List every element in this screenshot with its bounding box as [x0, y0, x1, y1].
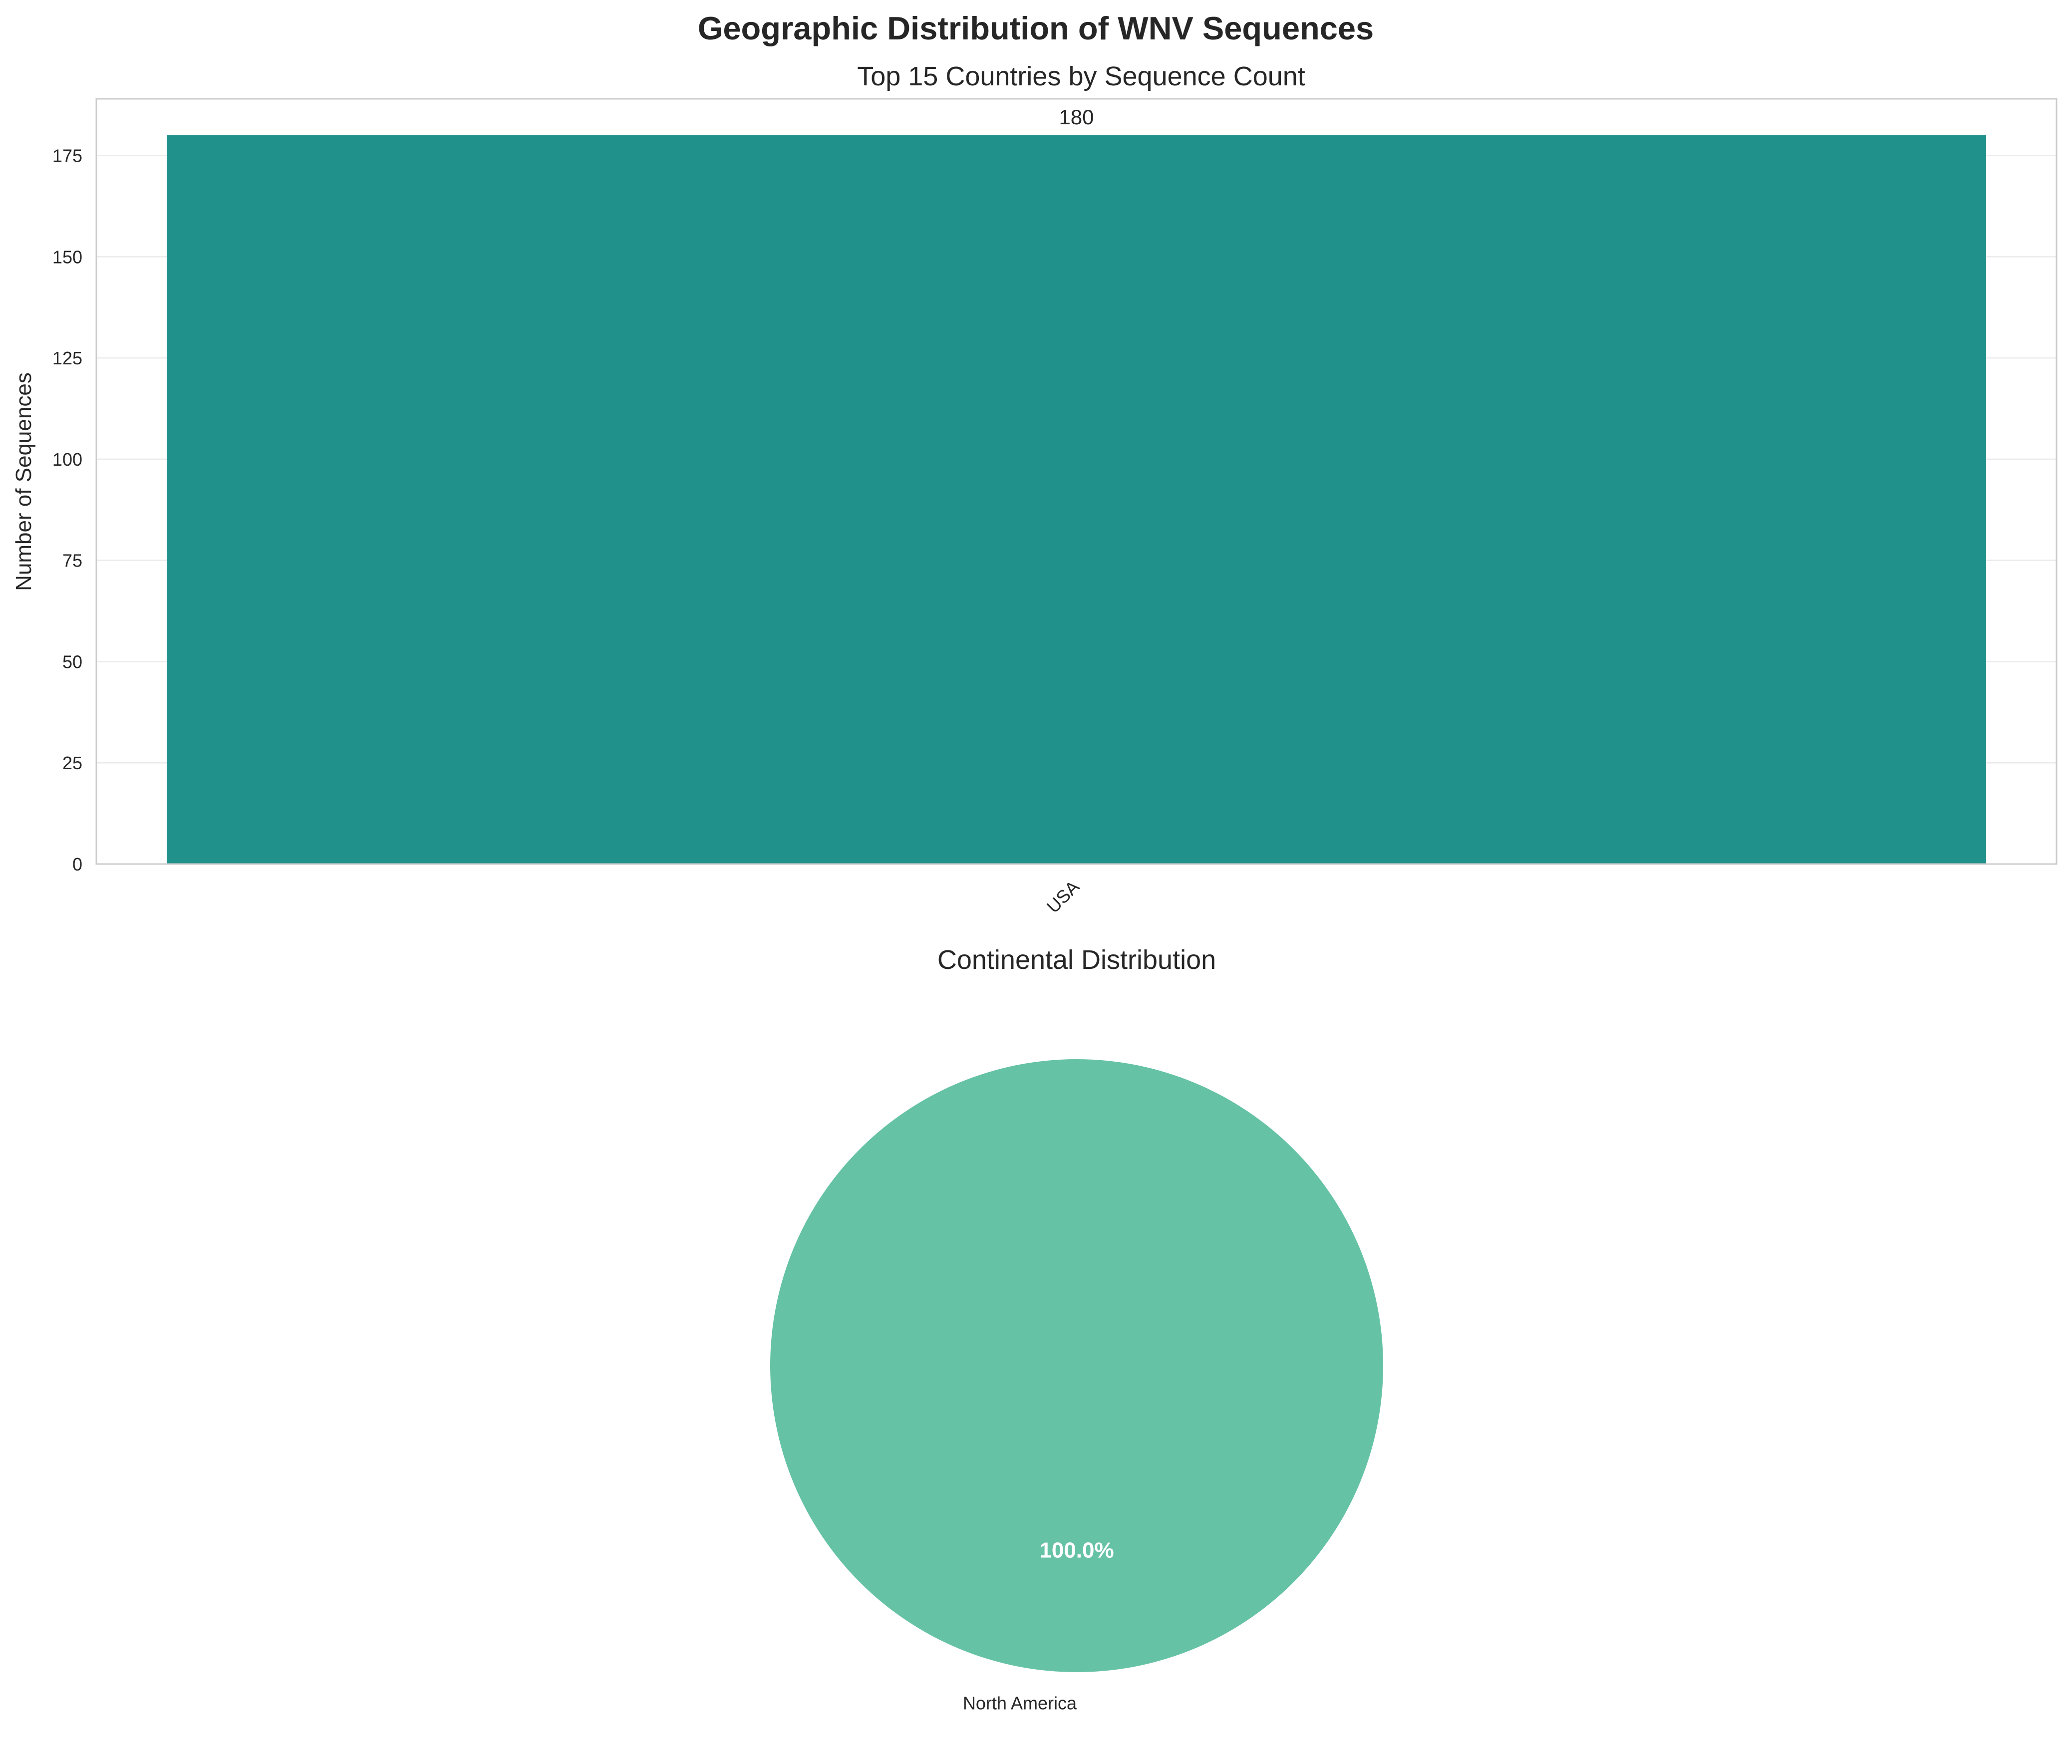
bar-usa: [167, 135, 1986, 864]
pie-chart: Continental Distribution 100.0% North Ame…: [770, 945, 1383, 1713]
pie-chart-slices: [770, 1059, 1383, 1672]
bar-chart-title: Top 15 Countries by Sequence Count: [857, 61, 1305, 91]
x-tick-label: USA: [1043, 877, 1083, 917]
bar-chart-frame: [95, 98, 2058, 865]
pie-chart-labels: 100.0% North America: [963, 1538, 1114, 1713]
bar-data-label: 180: [1059, 105, 1094, 129]
bar-chart-x-ticks: USA: [1043, 877, 1083, 917]
y-tick-label: 175: [52, 146, 82, 166]
y-tick-label: 75: [62, 551, 82, 571]
y-tick-label: 0: [72, 854, 82, 875]
y-tick-label: 100: [52, 449, 82, 470]
bar-chart-y-ticks: 0 25 50 75 100 125 150 175: [52, 146, 82, 875]
pie-slice-0: [770, 1059, 1383, 1672]
figure-title: Geographic Distribution of WNV Sequences: [698, 10, 1374, 46]
y-tick-label: 150: [52, 247, 82, 267]
y-tick-label: 25: [62, 753, 82, 773]
bar-chart: Top 15 Countries by Sequence Count 0 25 50…: [11, 61, 2058, 917]
pie-slice-label: North America: [963, 1693, 1077, 1713]
bar-chart-bars: 180: [167, 105, 1986, 864]
bar-chart-y-axis-label: Number of Sequences: [11, 372, 36, 591]
y-tick-label: 50: [62, 651, 82, 672]
pie-percent-label: 100.0%: [1039, 1538, 1114, 1562]
y-tick-label: 125: [52, 348, 82, 368]
pie-chart-title: Continental Distribution: [937, 945, 1216, 975]
